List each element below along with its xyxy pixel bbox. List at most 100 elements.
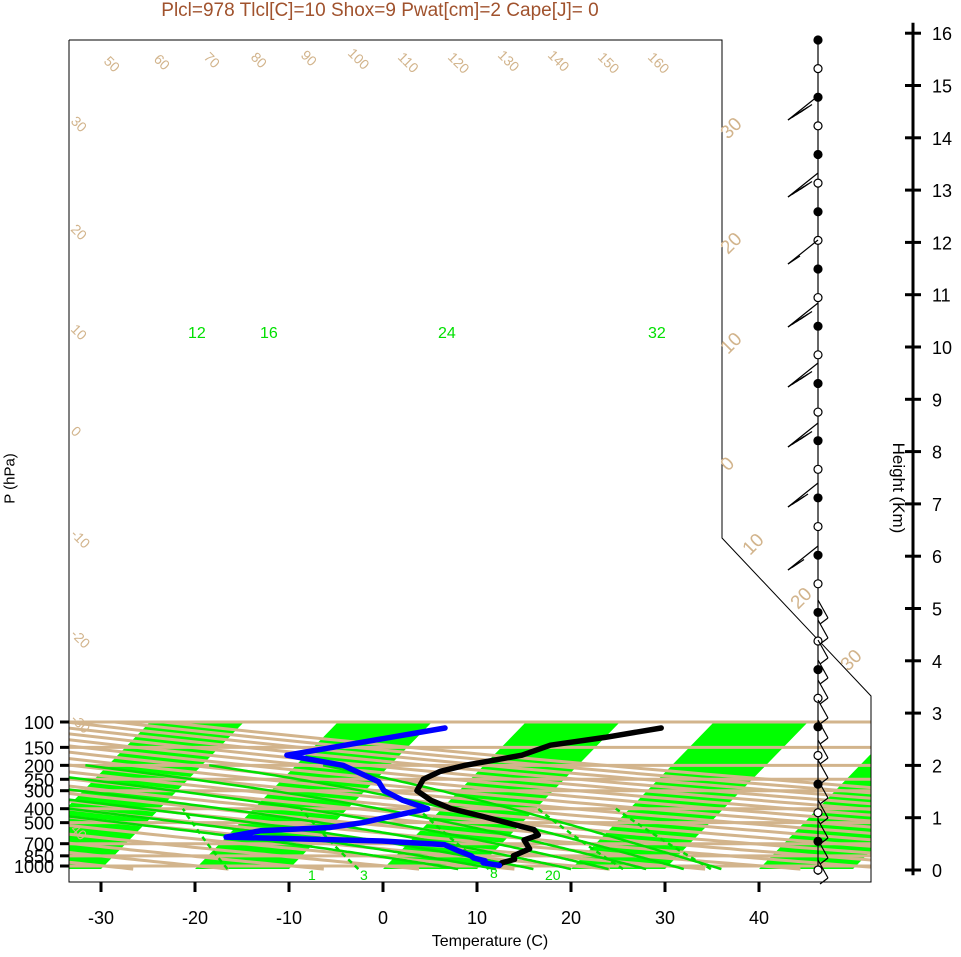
wind-barb-feather	[819, 717, 829, 725]
temperature-line	[414, 725, 664, 869]
x-tick-label: -30	[88, 908, 114, 928]
moist-adiabat-label: 24	[438, 325, 456, 342]
dry-adiabat	[69, 720, 871, 871]
height-tick-label: 6	[932, 547, 942, 567]
isotherm-edge-label: -20	[68, 626, 94, 652]
wind-barb-feather	[819, 817, 829, 825]
mixing-ratio-line	[615, 807, 712, 871]
mixing-ratio-line	[537, 807, 624, 871]
height-tick-label: 3	[932, 704, 942, 724]
dry-adiabat	[69, 720, 871, 871]
isotherm-edge-label: 10	[68, 321, 90, 343]
y-tick-label: 400	[24, 800, 54, 820]
height-tick-label: 0	[932, 861, 942, 881]
dry-adiabat	[69, 720, 871, 871]
wind-barb-staff	[817, 859, 829, 879]
y-tick-label: 100	[24, 713, 54, 733]
dry-adiabat-label: 60	[151, 51, 173, 73]
dry-adiabat	[69, 720, 871, 871]
height-tick-label: 14	[932, 129, 952, 149]
wind-barb-staff	[817, 599, 829, 619]
dry-adiabat	[69, 720, 871, 871]
isotherm-edge-label: 0	[68, 423, 85, 440]
x-axis-label: Temperature (C)	[431, 933, 549, 950]
wind-level-dot	[813, 464, 823, 474]
wind-level-dot	[813, 149, 823, 160]
moist-adiabat	[69, 764, 609, 871]
dry-adiabat	[69, 720, 871, 871]
wind-level-dot	[813, 121, 823, 131]
wind-level-dot	[813, 550, 823, 560]
y-tick-label: 700	[24, 835, 54, 855]
chart-title: Plcl=978 Tlcl[C]=10 Shox=9 Pwat[cm]=2 Ca…	[161, 0, 599, 21]
moist-adiabat-label: 32	[648, 325, 666, 342]
wind-barb-feather	[819, 657, 829, 665]
x-tick-label: 30	[655, 908, 675, 928]
dry-adiabat-label: 100	[345, 45, 373, 73]
dry-adiabat	[69, 720, 801, 871]
wind-barb-feather	[819, 877, 829, 885]
wind-barb-staff	[817, 679, 829, 699]
frame-mask	[722, 40, 961, 957]
wind-level-dot	[813, 693, 823, 703]
mixing-ratio-label: 3	[360, 867, 368, 883]
y-axis-label: P (hPa)	[1, 453, 19, 504]
wind-level-dot	[813, 665, 823, 675]
height-tick-label: 4	[932, 652, 942, 672]
mixing-ratio-line	[299, 807, 360, 870]
dry-adiabat-label: 50	[101, 53, 123, 75]
mixing-ratio-label: 20	[545, 867, 561, 883]
x-tick-label: -20	[182, 908, 208, 928]
wind-barb-feather	[799, 371, 813, 380]
y-tick-label: 250	[24, 770, 54, 790]
wind-barb-staff	[817, 739, 829, 759]
height-tick-label: 8	[932, 443, 942, 463]
x-tick-label: 0	[378, 908, 388, 928]
dry-adiabat	[69, 720, 871, 871]
wind-level-dot	[813, 521, 823, 532]
y-tick-label: 200	[24, 756, 54, 776]
dry-adiabat	[69, 720, 610, 871]
dry-adiabat	[69, 720, 420, 871]
y-tick-label: 300	[24, 782, 54, 802]
wind-barb-staff	[817, 759, 829, 779]
wind-barb-feather	[795, 493, 809, 503]
dry-adiabat-label: 90	[298, 47, 320, 69]
wind-barb-staff	[817, 619, 829, 639]
height-tick-label: 15	[932, 77, 952, 97]
dry-adiabat	[69, 720, 871, 871]
isotherm-edge-label: 30	[68, 113, 90, 135]
wind-barb-staff	[817, 659, 829, 679]
dry-adiabat	[114, 720, 871, 871]
wind-level-dot	[813, 35, 823, 45]
wind-barb-feather	[819, 797, 829, 805]
wind-level-dot	[813, 292, 823, 303]
wind-level-dot	[813, 750, 823, 761]
wind-barb-feather	[819, 697, 829, 705]
dry-adiabat	[69, 720, 871, 871]
x-tick-label: -10	[276, 908, 302, 928]
y-tick-label: 850	[24, 847, 54, 867]
wind-barb-feather	[799, 104, 813, 113]
wind-level-dot	[813, 178, 823, 188]
wind-level-dot	[813, 493, 823, 503]
wind-barb-feather	[787, 255, 801, 265]
height-tick-label: 13	[932, 181, 952, 201]
wind-level-dot	[813, 64, 823, 74]
y-tick-label: 500	[24, 814, 54, 834]
dry-adiabat-label: 130	[495, 47, 523, 75]
wind-level-dot	[813, 436, 823, 446]
mixing-ratio-label: 1	[308, 867, 316, 883]
x-tick-label: 10	[467, 908, 487, 928]
height-tick-label: 9	[932, 390, 942, 410]
height-tick-label: 2	[932, 756, 942, 776]
wind-barb-feather	[819, 617, 829, 625]
wind-level-dot	[813, 264, 823, 274]
wind-level-dot	[813, 579, 823, 589]
dry-adiabat-label: 120	[445, 49, 473, 77]
dry-adiabat	[69, 720, 871, 871]
wind-level-dot	[813, 321, 823, 331]
wind-barb-feather	[819, 677, 829, 685]
